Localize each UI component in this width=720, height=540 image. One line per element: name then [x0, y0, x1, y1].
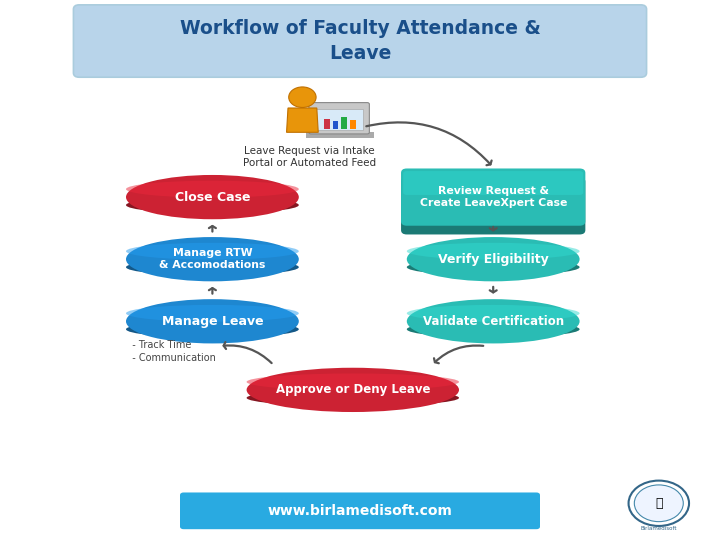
Text: Approve or Deny Leave: Approve or Deny Leave	[276, 383, 430, 396]
Ellipse shape	[246, 389, 459, 406]
Text: Verify Eligibility: Verify Eligibility	[438, 253, 549, 266]
FancyBboxPatch shape	[73, 5, 647, 77]
Text: - Track Time
  - Communication: - Track Time - Communication	[126, 340, 216, 363]
Bar	[350, 120, 356, 129]
FancyBboxPatch shape	[180, 492, 540, 529]
Text: Workflow of Faculty Attendance &
Leave: Workflow of Faculty Attendance & Leave	[179, 19, 541, 63]
Circle shape	[289, 87, 316, 107]
FancyBboxPatch shape	[309, 103, 369, 134]
Ellipse shape	[126, 305, 299, 322]
FancyBboxPatch shape	[403, 171, 583, 195]
Text: Manage Leave: Manage Leave	[161, 315, 264, 328]
Ellipse shape	[246, 374, 459, 390]
Ellipse shape	[407, 321, 580, 338]
Ellipse shape	[407, 237, 580, 281]
Bar	[314, 109, 363, 130]
Ellipse shape	[126, 243, 299, 260]
Bar	[324, 119, 330, 129]
Text: Birlamedisoft: Birlamedisoft	[641, 525, 677, 531]
Bar	[341, 117, 347, 129]
Ellipse shape	[126, 299, 299, 343]
Bar	[333, 122, 338, 129]
Ellipse shape	[126, 237, 299, 281]
Text: Validate Certification: Validate Certification	[423, 315, 564, 328]
Text: www.birlamedisoft.com: www.birlamedisoft.com	[268, 504, 452, 518]
Ellipse shape	[407, 243, 580, 260]
FancyBboxPatch shape	[401, 177, 585, 234]
Ellipse shape	[407, 259, 580, 275]
Circle shape	[629, 481, 689, 526]
Ellipse shape	[126, 197, 299, 213]
Ellipse shape	[407, 299, 580, 343]
Text: Review Request &
Create LeaveXpert Case: Review Request & Create LeaveXpert Case	[420, 186, 567, 208]
Circle shape	[634, 485, 683, 522]
Text: 🏃: 🏃	[655, 497, 662, 510]
Ellipse shape	[246, 368, 459, 412]
Ellipse shape	[126, 321, 299, 338]
Ellipse shape	[126, 181, 299, 198]
Text: Manage RTW
& Accomodations: Manage RTW & Accomodations	[159, 248, 266, 270]
Text: Leave Request via Intake
Portal or Automated Feed: Leave Request via Intake Portal or Autom…	[243, 146, 376, 168]
Polygon shape	[287, 108, 318, 132]
Ellipse shape	[126, 259, 299, 275]
FancyBboxPatch shape	[401, 168, 585, 226]
Text: Close Case: Close Case	[175, 191, 250, 204]
Ellipse shape	[407, 305, 580, 322]
Ellipse shape	[126, 175, 299, 219]
Bar	[306, 132, 374, 138]
